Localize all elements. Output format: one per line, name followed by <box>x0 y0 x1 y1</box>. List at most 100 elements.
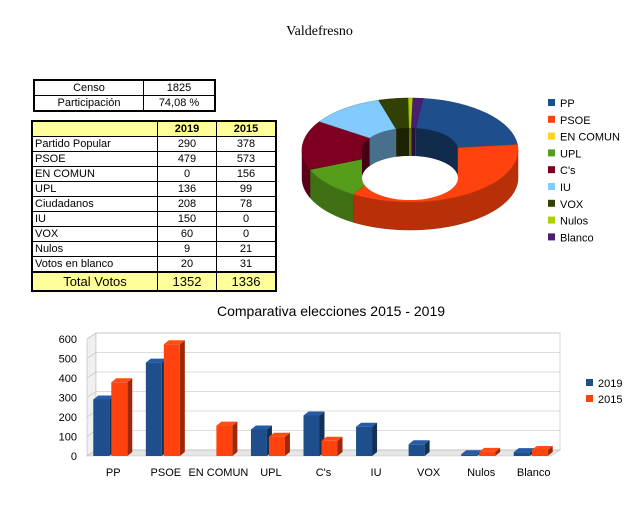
votes-2015: 378 <box>216 136 277 152</box>
pie-wall-cs <box>301 151 311 199</box>
pie-legend-label: Nulos <box>560 216 589 228</box>
votes-2019: 20 <box>157 256 217 273</box>
table-row: VOX 60 0 <box>31 226 277 242</box>
votes-2015: 0 <box>216 211 277 227</box>
party-name: Nulos <box>31 241 158 257</box>
bar-top <box>408 440 430 445</box>
votes-2015: 21 <box>216 241 277 257</box>
bar-chart-title: Comparativa elecciones 2015 - 2019 <box>217 303 445 319</box>
x-tick-label: PSOE <box>151 467 182 479</box>
bar-gridline <box>86 352 97 359</box>
bar-side <box>337 436 343 456</box>
bar-gridline <box>86 410 97 418</box>
bar-top <box>303 411 325 416</box>
header-blank <box>31 120 158 137</box>
bar-2015-blanco <box>531 445 553 456</box>
total-row: Total Votos 1352 1336 <box>31 271 277 292</box>
pie-wall-upl <box>309 168 354 223</box>
party-name: PSOE <box>31 151 158 167</box>
bar-gridline <box>86 371 97 379</box>
pie-legend-swatch <box>548 233 555 241</box>
bar-2019-iu <box>356 422 378 456</box>
bar-top <box>356 422 378 427</box>
bar-front <box>479 451 496 456</box>
y-tick-label: 600 <box>59 334 77 346</box>
bar-2015-encomun <box>216 421 238 456</box>
bar-plot-area: 0 100 200 300 400 500 600 PP PSOE EN COMUN UPL C's I… <box>59 332 561 479</box>
y-tick-label: 300 <box>59 393 77 405</box>
bar-side <box>495 447 501 456</box>
bar-top <box>531 445 553 450</box>
participation-value: 74,08 % <box>143 95 216 112</box>
pie-slice-pp <box>415 98 518 149</box>
table-row: UPL 136 99 <box>31 181 277 197</box>
bar-side <box>109 395 115 456</box>
bar-front <box>513 452 530 456</box>
votes-2019: 136 <box>157 181 217 197</box>
pie-legend-label: VOX <box>560 199 584 211</box>
bar-2019-vox <box>408 440 430 456</box>
header-2019: 2019 <box>157 120 217 137</box>
bar-front <box>408 444 425 456</box>
pie-legend-label: UPL <box>560 148 581 160</box>
bar-side <box>127 378 133 456</box>
bar-2019-psoe <box>145 358 167 456</box>
votes-2019: 150 <box>157 211 217 227</box>
bar-top <box>111 378 133 383</box>
bar-side <box>547 445 553 456</box>
pie-legend-label: Blanco <box>560 232 594 244</box>
pie-slice-vox <box>378 97 410 130</box>
pie-slice-cs <box>301 121 371 170</box>
pie-legend-label: PP <box>560 98 575 110</box>
x-tick-label: UPL <box>260 467 281 479</box>
pie-legend: PP PSOE EN COMUN UPL C's IU VOX Nulos Blanco <box>548 98 620 244</box>
bar-side <box>284 432 290 456</box>
bar-top <box>479 447 501 452</box>
pie-legend-label: EN COMUN <box>560 132 620 144</box>
pie-legend-label: PSOE <box>560 115 591 127</box>
bar-front <box>216 425 233 456</box>
header-2015: 2015 <box>216 120 277 137</box>
bar-gridline <box>86 449 97 457</box>
participation-label: Participación <box>33 95 144 112</box>
total-2019: 1352 <box>157 271 217 292</box>
pie-legend-label: C's <box>560 165 576 177</box>
bar-legend-swatch <box>586 395 593 402</box>
pie-legend-swatch <box>548 115 555 123</box>
pie-legend-swatch <box>548 216 555 224</box>
bar-2015-upl <box>268 432 290 456</box>
pie-wall-psoe <box>353 150 519 231</box>
bar-side <box>161 358 167 456</box>
party-name: UPL <box>31 181 158 197</box>
party-name: Ciudadanos <box>31 196 158 212</box>
pie-inner-wall <box>362 137 370 178</box>
pie-legend-swatch <box>548 183 555 190</box>
pie-slice-psoe <box>352 144 519 203</box>
y-tick-label: 400 <box>59 373 77 385</box>
bar-front <box>303 415 320 456</box>
bar-2019-pp <box>93 395 115 456</box>
table-row: IU 150 0 <box>31 211 277 227</box>
table-row: Nulos 9 21 <box>31 241 277 257</box>
bar-2015-cs <box>321 436 343 456</box>
y-tick-label: 500 <box>59 354 77 366</box>
bar-side <box>372 422 378 456</box>
census-row: Censo 1825 <box>33 79 216 96</box>
pie-slice-nulos <box>408 97 414 129</box>
bar-legend: 2019 2015 <box>586 378 622 406</box>
bar-floor <box>86 449 561 457</box>
bar-gridline <box>86 332 97 340</box>
votes-table: 2019 2015 Partido Popular 290 378 PSOE 479 5… <box>31 120 277 292</box>
votes-2015: 573 <box>216 151 277 167</box>
bar-2019-blanco <box>513 448 535 456</box>
pie-legend-swatch <box>548 166 555 174</box>
census-label: Censo <box>33 79 144 96</box>
bar-side <box>529 448 535 456</box>
bar-top <box>145 358 167 363</box>
participation-row: Participación 74,08 % <box>33 95 216 112</box>
pie-legend-swatch <box>548 149 555 157</box>
y-tick-label: 100 <box>59 432 77 444</box>
votes-table-header: 2019 2015 <box>31 120 277 137</box>
votes-2015: 0 <box>216 226 277 242</box>
party-name: Votos en blanco <box>31 256 158 273</box>
